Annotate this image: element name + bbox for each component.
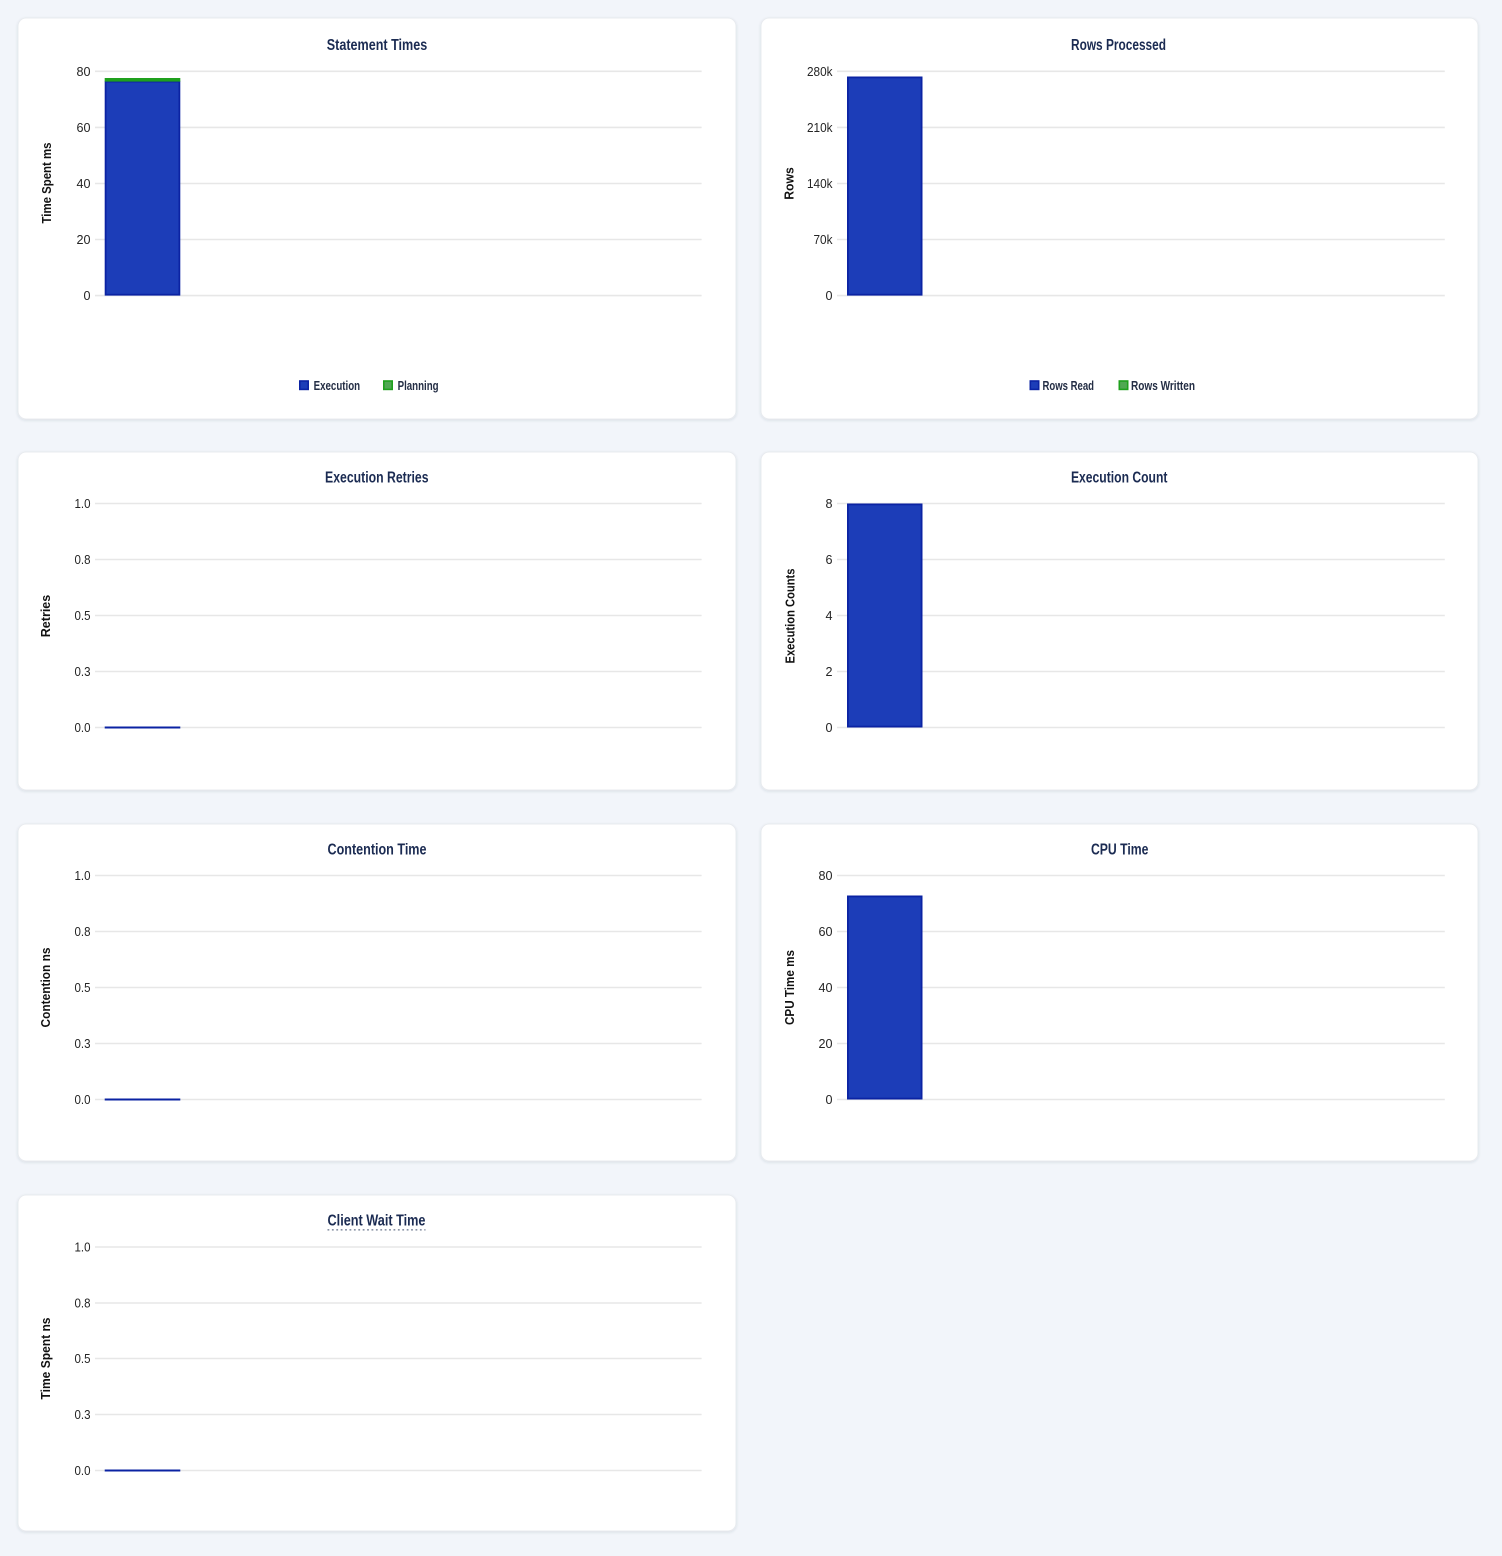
svg-text:0.0: 0.0 [75, 1464, 91, 1478]
svg-text:280k: 280k [807, 65, 833, 79]
svg-text:1.0: 1.0 [75, 869, 91, 883]
svg-text:Rows Read: Rows Read [1043, 378, 1095, 393]
svg-text:0: 0 [826, 721, 833, 735]
svg-text:0: 0 [826, 1093, 833, 1107]
svg-text:80: 80 [819, 869, 833, 883]
svg-text:Client Wait Time: Client Wait Time [328, 1213, 426, 1230]
svg-text:Rows Processed: Rows Processed [1071, 37, 1166, 54]
svg-text:70k: 70k [814, 233, 834, 247]
svg-text:1.0: 1.0 [75, 497, 91, 511]
svg-text:0: 0 [84, 289, 91, 303]
svg-text:0.8: 0.8 [75, 925, 91, 939]
svg-text:0.0: 0.0 [75, 1093, 91, 1107]
svg-text:0: 0 [826, 289, 833, 303]
svg-text:6: 6 [826, 553, 833, 567]
svg-text:CPU Time ms: CPU Time ms [783, 950, 797, 1025]
svg-text:Execution Count: Execution Count [1071, 470, 1168, 487]
svg-text:Planning: Planning [398, 378, 439, 393]
svg-text:20: 20 [77, 233, 91, 247]
svg-text:0.5: 0.5 [75, 1352, 91, 1366]
svg-text:0.5: 0.5 [75, 981, 91, 995]
svg-text:0.3: 0.3 [75, 1037, 91, 1051]
svg-text:4: 4 [826, 609, 833, 623]
svg-text:60: 60 [77, 121, 91, 135]
svg-text:Contention Time: Contention Time [328, 842, 427, 859]
svg-text:Execution: Execution [314, 378, 361, 393]
svg-text:Retries: Retries [39, 595, 53, 638]
svg-text:CPU Time: CPU Time [1091, 842, 1149, 859]
svg-text:80: 80 [77, 65, 91, 79]
svg-text:8: 8 [826, 497, 833, 511]
svg-text:0.5: 0.5 [75, 609, 91, 623]
svg-text:40: 40 [77, 177, 91, 191]
svg-text:Rows Written: Rows Written [1131, 378, 1195, 393]
svg-text:Time Spent ms: Time Spent ms [40, 143, 54, 224]
svg-text:20: 20 [819, 1037, 833, 1051]
svg-text:Contention ns: Contention ns [39, 948, 53, 1028]
svg-text:0.8: 0.8 [75, 1297, 91, 1311]
svg-text:140k: 140k [807, 177, 833, 191]
svg-text:1.0: 1.0 [75, 1241, 91, 1255]
svg-text:0.0: 0.0 [75, 721, 91, 735]
svg-text:40: 40 [819, 981, 833, 995]
svg-text:0.3: 0.3 [75, 665, 91, 679]
svg-text:Time Spent ns: Time Spent ns [39, 1318, 53, 1400]
svg-text:Statement Times: Statement Times [327, 37, 428, 54]
svg-text:0.3: 0.3 [75, 1408, 91, 1422]
svg-text:210k: 210k [807, 121, 833, 135]
svg-text:Execution Counts: Execution Counts [784, 569, 798, 664]
svg-text:0.8: 0.8 [75, 553, 91, 567]
svg-text:2: 2 [826, 665, 833, 679]
svg-text:60: 60 [819, 925, 833, 939]
svg-text:Rows: Rows [783, 167, 797, 200]
svg-text:Execution Retries: Execution Retries [325, 470, 429, 487]
